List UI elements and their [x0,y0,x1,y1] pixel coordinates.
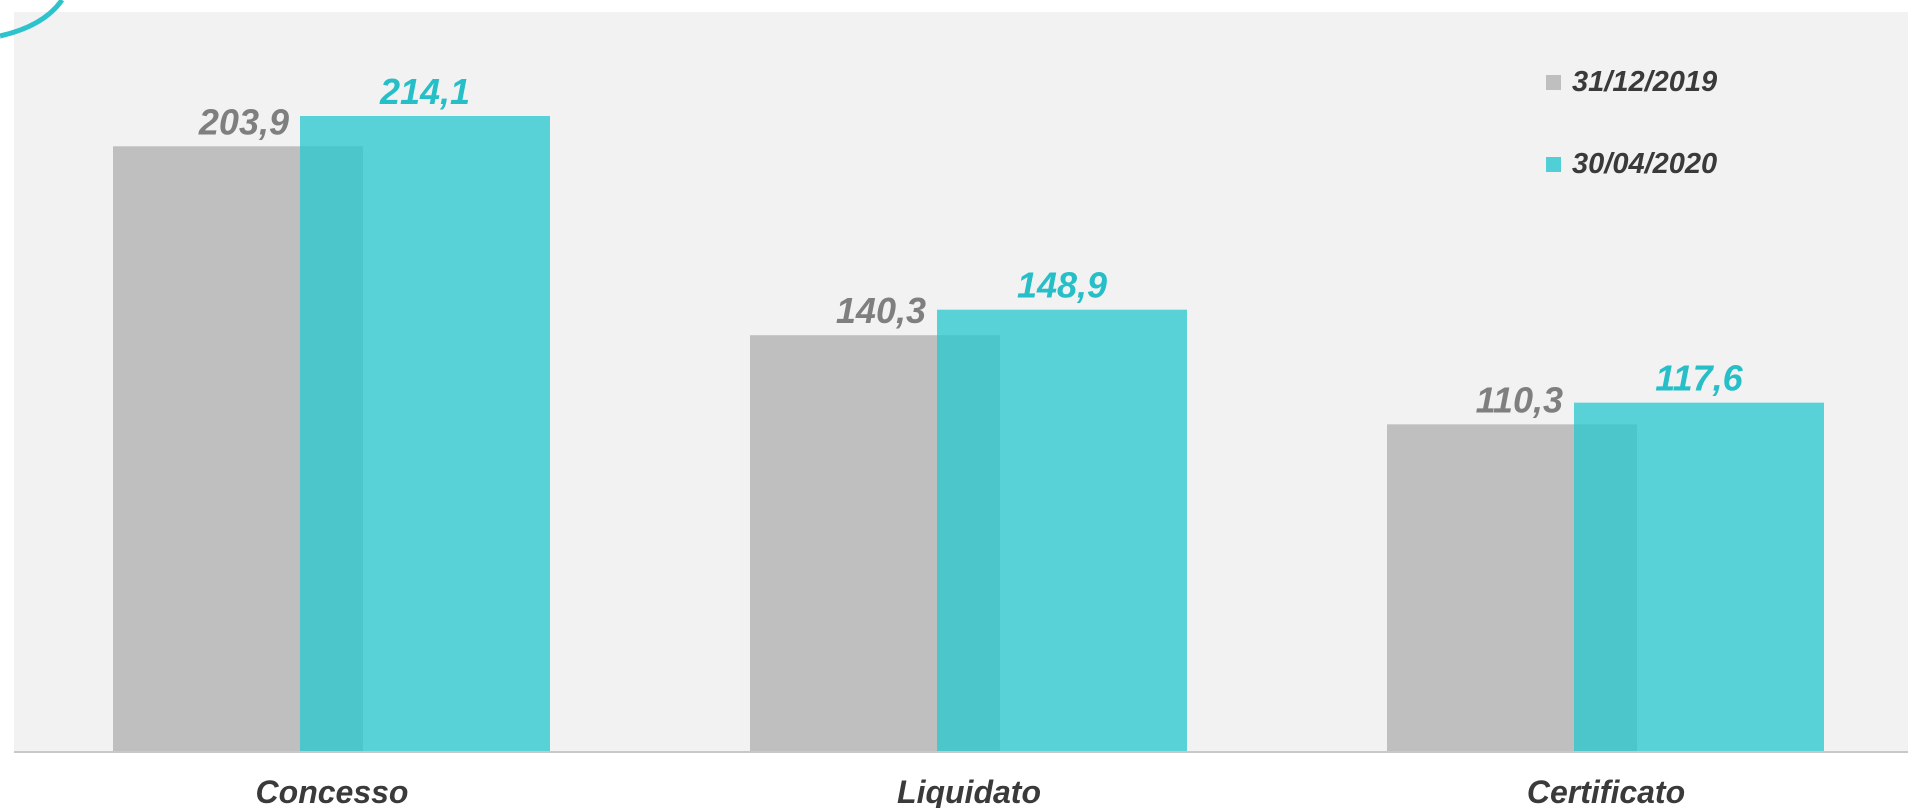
data-label-concesso-series-1: 203,9 [198,101,289,142]
category-label-concesso: Concesso [256,774,409,808]
category-label-liquidato: Liquidato [897,774,1041,808]
legend-label-series-2: 30/04/2020 [1572,148,1717,180]
corner-decoration [0,0,65,39]
bar-liquidato-series-2 [937,309,1187,752]
labels-layer: 203,9 214,1 Concesso 140,3 148,9 Liquidato 110… [198,71,1744,808]
category-label-certificato: Certificato [1527,774,1685,808]
legend-label-series-1: 31/12/2019 [1572,66,1717,98]
bar-certificato-series-2 [1574,402,1824,752]
bar-concesso-series-2 [300,116,550,752]
data-label-certificato-series-1: 110,3 [1476,379,1563,420]
legend-swatch-series-2 [1546,157,1561,172]
data-label-concesso-series-2: 214,1 [379,71,470,112]
legend-swatch-series-1 [1546,75,1561,90]
bars-layer [113,116,1824,752]
data-label-liquidato-series-2: 148,9 [1017,265,1107,306]
data-label-certificato-series-2: 117,6 [1655,358,1743,399]
legend: 31/12/2019 30/04/2020 [1546,66,1717,180]
data-label-liquidato-series-1: 140,3 [836,290,926,331]
